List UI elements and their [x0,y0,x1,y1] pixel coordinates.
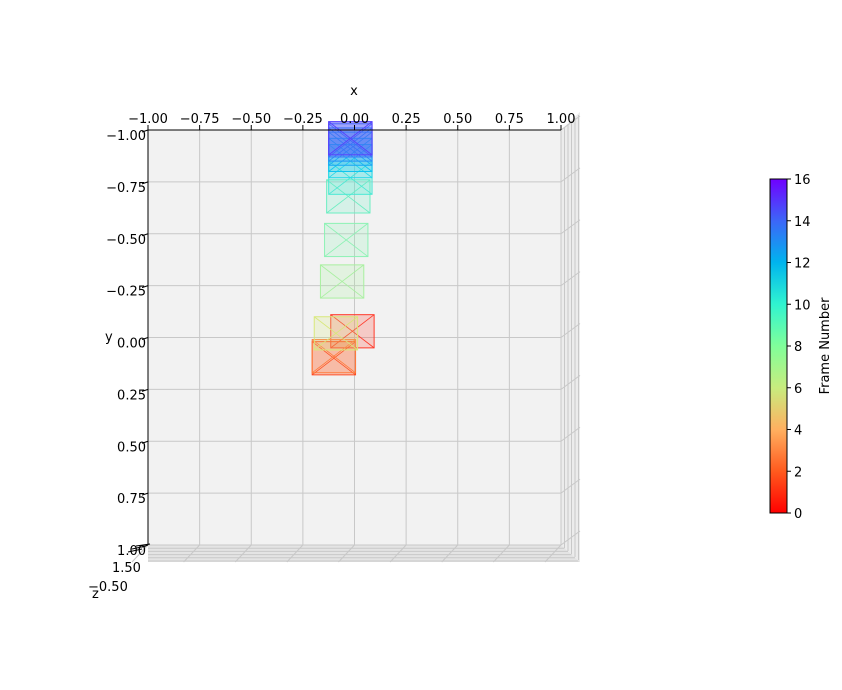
y-tick-mark [141,337,149,340]
x-tick-label: 0.50 [443,112,472,127]
bottom-side-pane [148,545,580,562]
bbox-frame-4 [313,316,359,351]
bbox-frame-12 [328,131,373,166]
colorbar-tick-label: 0 [794,507,802,522]
y-tick-mark [141,440,149,444]
z-axis-label: z [92,587,99,602]
bbox-frame-8 [326,179,371,214]
y-tick-label: 0.75 [117,492,146,507]
bbox-frame-6 [319,264,365,299]
bottom-pane-gridline [131,544,149,563]
y-tick-mark [141,129,149,133]
y-tick-label: −0.25 [106,285,146,300]
y-tick-label: −0.50 [106,233,146,248]
y-tick-label: 0.50 [117,440,146,455]
colorbar-tick-label: 6 [794,382,802,397]
colorbar-tick-label: 14 [794,215,811,230]
y-tick-label: 0.00 [117,337,146,352]
y-tick-label: 0.25 [117,388,146,403]
colorbar-label: Frame Number [818,297,833,395]
colorbar-ticks: 0 2 4 6 8 10 12 14 16 [787,173,811,522]
x-tick-label: −0.50 [231,112,271,127]
z-tick-marks [127,543,151,553]
colorbar-tick-label: 8 [794,340,802,355]
x-tick-label: −0.25 [283,112,323,127]
y-ticks: −1.00−0.75−0.50−0.250.000.250.500.751.00 [106,129,149,559]
colorbar-tick-label: 12 [794,257,811,272]
x-tick-label: 0.00 [340,112,369,127]
y-tick-mark [141,181,149,185]
colorbar [769,178,788,514]
bounding-boxes [311,121,375,376]
x-tick-label: 0.75 [495,112,524,127]
y-axis-label: y [105,330,113,345]
y-tick-mark [141,388,149,392]
y-tick-mark [141,492,149,496]
z-tick-label-bottom: −0.50 [88,580,128,595]
bbox-frame-7 [324,222,369,258]
side-gridlines [131,115,581,563]
colorbar-tick-label: 4 [794,424,802,439]
colorbar-tick-label: 2 [794,465,802,480]
colorbar-tick-label: 16 [794,173,811,188]
bbox-frame-14 [328,123,373,158]
z-tick-label-top: 1.50 [112,561,141,576]
y-tick-mark [141,285,149,289]
x-tick-label: −0.75 [180,112,220,127]
y-tick-mark [141,233,149,237]
x-tick-label: 1.00 [547,112,576,127]
x-ticks: −1.00 −0.75 −0.50 −0.25 0.00 0.25 0.50 0.75 1.00 [128,112,575,130]
y-tick-label: −0.75 [106,181,146,196]
x-tick-label: 0.25 [392,112,421,127]
y-tick-label: −1.00 [106,129,146,144]
colorbar-tick-label: 10 [794,298,811,313]
x-axis-label: x [350,84,358,99]
bbox-frame-16 [328,121,373,156]
bbox-frame-2 [311,339,357,374]
x-tick-label: −1.00 [128,112,168,127]
